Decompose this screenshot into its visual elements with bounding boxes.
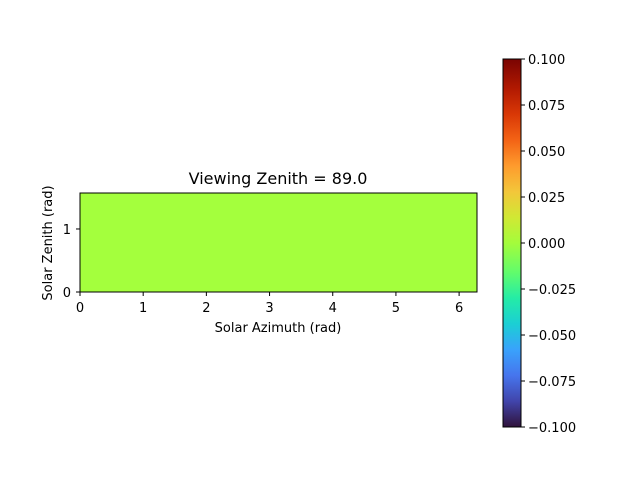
colorbar-tick-label: −0.100 — [528, 421, 576, 436]
x-axis-label: Solar Azimuth (rad) — [215, 321, 342, 336]
colorbar-tick-label: 0.075 — [528, 99, 565, 114]
x-tick-label: 2 — [202, 301, 210, 316]
x-tick-label: 6 — [455, 301, 463, 316]
x-tick-label: 0 — [76, 301, 84, 316]
plot-frame — [79, 192, 478, 293]
y-axis-ticks: 01 — [63, 223, 80, 301]
chart-title: Viewing Zenith = 89.0 — [189, 169, 368, 188]
y-tick-label: 0 — [63, 286, 71, 301]
colorbar-ticks: 0.100 0.075 0.050 0.025 0.000 −0.025 −0.050 −0.… — [521, 53, 576, 436]
colorbar-tick-label: −0.075 — [528, 375, 576, 390]
x-tick-label: 3 — [265, 301, 273, 316]
colorbar: 0.100 0.075 0.050 0.025 0.000 −0.025 −0.050 −0.… — [502, 53, 576, 436]
colorbar-tick-label: −0.025 — [528, 283, 576, 298]
heatmap-cell — [80, 193, 477, 292]
x-tick-label: 5 — [392, 301, 400, 316]
x-tick-label: 1 — [139, 301, 147, 316]
colorbar-tick-label: 0.025 — [528, 191, 565, 206]
colorbar-tick-label: 0.100 — [528, 53, 565, 68]
colorbar-gradient — [503, 59, 521, 427]
x-axis-ticks: 0 1 2 3 4 5 6 — [76, 292, 463, 316]
y-tick-label: 1 — [63, 223, 71, 238]
colorbar-tick-label: −0.050 — [528, 329, 576, 344]
colorbar-tick-label: 0.000 — [528, 237, 565, 252]
colorbar-tick-label: 0.050 — [528, 145, 565, 160]
y-axis-label: Solar Zenith (rad) — [41, 185, 56, 300]
x-tick-label: 4 — [329, 301, 337, 316]
